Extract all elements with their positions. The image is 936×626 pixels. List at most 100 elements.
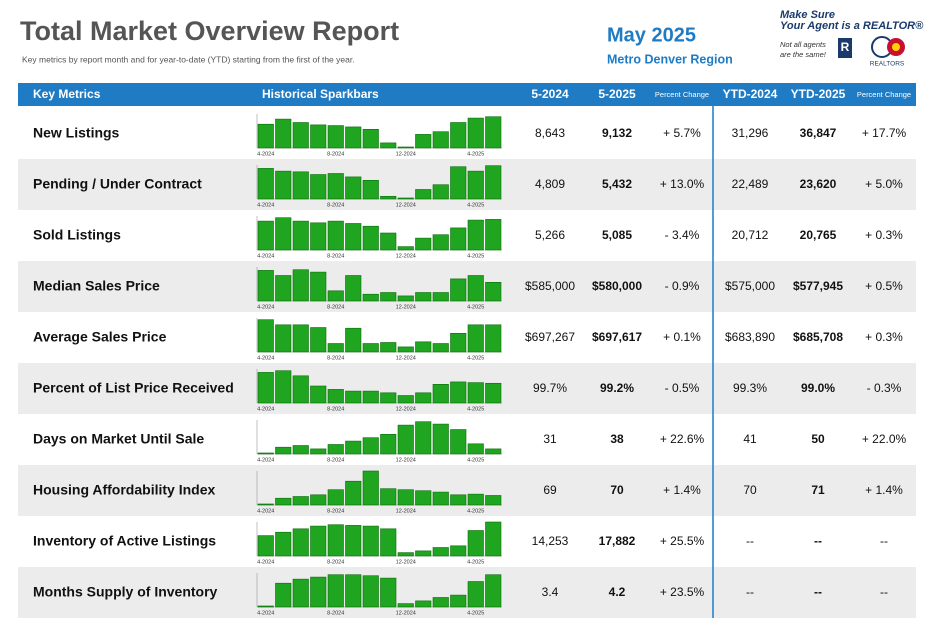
value-cell: + 5.7% bbox=[663, 126, 701, 140]
column-header: 5-2024 bbox=[531, 87, 569, 101]
value-cell: 22,489 bbox=[732, 177, 769, 191]
sparkbar bbox=[292, 171, 309, 200]
column-header: Key Metrics bbox=[33, 87, 101, 101]
sparkbar bbox=[450, 429, 467, 455]
sparkbar bbox=[292, 269, 309, 302]
sparkbar bbox=[450, 494, 467, 506]
sparkbar bbox=[275, 170, 292, 200]
region: Metro Denver Region bbox=[607, 52, 733, 66]
value-cell: 36,847 bbox=[800, 126, 837, 140]
row-bg bbox=[18, 159, 916, 210]
sparkbar bbox=[450, 227, 467, 251]
value-cell: 8,643 bbox=[535, 126, 565, 140]
sparkbar bbox=[362, 225, 379, 251]
spark-tick-label: 12-2024 bbox=[396, 202, 416, 208]
sparkbar bbox=[292, 578, 309, 608]
sparkbar bbox=[257, 270, 274, 302]
sparkbar bbox=[380, 528, 397, 557]
value-cell: - 0.5% bbox=[665, 381, 700, 395]
sparkbar bbox=[415, 292, 432, 302]
metric-label: Median Sales Price bbox=[33, 278, 160, 294]
value-cell: -- bbox=[880, 534, 888, 548]
period: May 2025 bbox=[607, 24, 696, 46]
sparkbar bbox=[415, 341, 432, 353]
sparkbar bbox=[380, 232, 397, 251]
tagline: Your Agent is a REALTOR® bbox=[780, 20, 924, 32]
column-header: YTD-2025 bbox=[791, 87, 846, 101]
metric-label: Pending / Under Contract bbox=[33, 176, 202, 192]
value-cell: + 23.5% bbox=[660, 585, 705, 599]
sparkbar bbox=[327, 489, 344, 506]
sparkbar bbox=[485, 116, 502, 149]
spark-tick-label: 8-2024 bbox=[327, 559, 344, 565]
sparkbar bbox=[415, 134, 432, 149]
value-cell: 4.2 bbox=[609, 585, 626, 599]
spark-tick-label: 8-2024 bbox=[327, 355, 344, 361]
metric-label: Inventory of Active Listings bbox=[33, 533, 216, 549]
sparkbar bbox=[345, 525, 362, 557]
sparkbar bbox=[275, 531, 292, 557]
sparkbar bbox=[467, 275, 484, 302]
spark-tick-label: 4-2024 bbox=[257, 304, 274, 310]
sparkbar bbox=[485, 448, 502, 455]
value-cell: + 0.1% bbox=[663, 330, 701, 344]
sparkbar bbox=[257, 535, 274, 557]
sparkbar bbox=[292, 324, 309, 353]
sparkbar bbox=[415, 490, 432, 506]
sparkbar bbox=[362, 129, 379, 149]
sparkbar bbox=[327, 220, 344, 251]
sparkbar bbox=[292, 528, 309, 557]
sparkbar bbox=[362, 437, 379, 455]
sparkbar bbox=[327, 125, 344, 149]
title: Total Market Overview Report bbox=[20, 16, 399, 46]
sparkbar bbox=[380, 342, 397, 353]
sparkbar bbox=[345, 390, 362, 404]
sparkbar bbox=[327, 524, 344, 557]
sparkbar bbox=[310, 576, 327, 608]
sparkbar bbox=[380, 195, 397, 200]
value-cell: - 0.3% bbox=[867, 381, 902, 395]
sparkbar bbox=[450, 278, 467, 302]
value-cell: 31,296 bbox=[732, 126, 769, 140]
column-header: Percent Change bbox=[655, 90, 709, 99]
sparkbar bbox=[467, 170, 484, 200]
spark-tick-label: 12-2024 bbox=[396, 508, 416, 514]
spark-tick-label: 12-2024 bbox=[396, 559, 416, 565]
value-cell: $580,000 bbox=[592, 279, 642, 293]
sparkbar bbox=[432, 383, 449, 404]
sparkbar bbox=[380, 142, 397, 149]
sparkbar bbox=[345, 275, 362, 302]
sparkbar bbox=[432, 343, 449, 353]
sparkbar bbox=[345, 440, 362, 455]
sparkbar bbox=[362, 293, 379, 302]
sparkbar bbox=[380, 577, 397, 608]
sparkbar bbox=[432, 491, 449, 506]
value-cell: 99.7% bbox=[533, 381, 567, 395]
sparkbar bbox=[310, 271, 327, 302]
sparkbar bbox=[345, 480, 362, 506]
sparkbar bbox=[345, 327, 362, 353]
sparkbar bbox=[432, 131, 449, 149]
sparkbar bbox=[257, 220, 274, 251]
sparkbar bbox=[397, 424, 414, 455]
spark-tick-label: 4-2024 bbox=[257, 559, 274, 565]
spark-tick-label: 12-2024 bbox=[396, 151, 416, 157]
value-cell: 99.0% bbox=[801, 381, 835, 395]
value-cell: 5,085 bbox=[602, 228, 632, 242]
value-cell: 3.4 bbox=[542, 585, 559, 599]
sparkbar bbox=[485, 521, 502, 557]
spark-tick-label: 8-2024 bbox=[327, 508, 344, 514]
value-cell: + 1.4% bbox=[663, 483, 701, 497]
value-cell: 17,882 bbox=[599, 534, 636, 548]
icon-letter: R bbox=[841, 40, 850, 54]
value-cell: + 25.5% bbox=[660, 534, 705, 548]
sparkbar bbox=[380, 292, 397, 302]
spark-tick-label: 4-2024 bbox=[257, 508, 274, 514]
spark-tick-label: 8-2024 bbox=[327, 610, 344, 616]
sparkbar bbox=[275, 118, 292, 149]
value-cell: -- bbox=[814, 534, 822, 548]
sparkbar bbox=[397, 197, 414, 200]
sparkbar bbox=[292, 496, 309, 506]
sparkbar bbox=[327, 343, 344, 353]
sparkbar bbox=[327, 389, 344, 404]
